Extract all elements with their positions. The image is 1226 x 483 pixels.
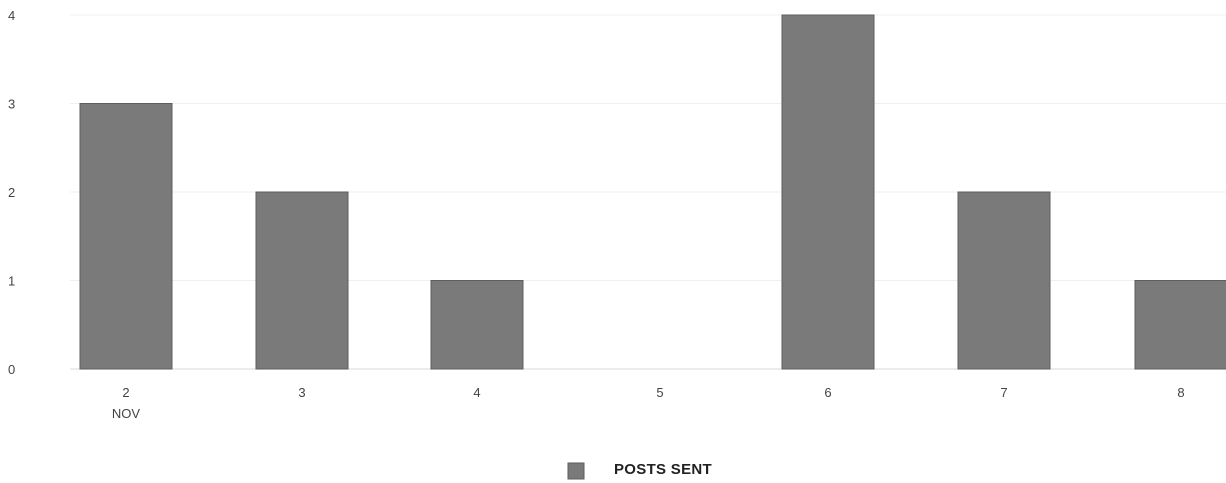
bar-7[interactable] — [957, 191, 1051, 370]
y-tick-label: 2 — [8, 185, 15, 200]
legend[interactable]: POSTS SENT — [567, 461, 712, 480]
y-tick-label: 3 — [8, 97, 15, 112]
y-tick-label: 1 — [8, 274, 15, 289]
legend-swatch-posts-sent[interactable] — [567, 462, 585, 480]
bar-8[interactable] — [1134, 280, 1226, 370]
x-tick-label: 3 — [298, 385, 305, 400]
bars — [79, 14, 1226, 370]
x-tick-label: 4 — [473, 385, 480, 400]
y-tick-label: 0 — [8, 362, 15, 377]
x-tick-sublabel: NOV — [112, 406, 141, 421]
x-tick-label: 7 — [1000, 385, 1007, 400]
x-tick-label: 8 — [1177, 385, 1184, 400]
x-tick-label: 2 — [122, 385, 129, 400]
x-tick-label: 5 — [656, 385, 663, 400]
x-tick-label: 6 — [824, 385, 831, 400]
x-axis-ticks: 2 NOV 3 4 5 6 7 8 — [112, 385, 1185, 421]
gridlines — [70, 14, 1226, 370]
legend-label-posts-sent[interactable]: POSTS SENT — [614, 461, 712, 478]
bar-4[interactable] — [430, 280, 524, 370]
bar-6[interactable] — [781, 14, 875, 370]
y-tick-label: 4 — [8, 8, 15, 23]
bar-3[interactable] — [255, 191, 349, 370]
bar-2[interactable] — [79, 103, 173, 370]
y-axis-ticks: 0 1 2 3 4 — [8, 8, 15, 377]
